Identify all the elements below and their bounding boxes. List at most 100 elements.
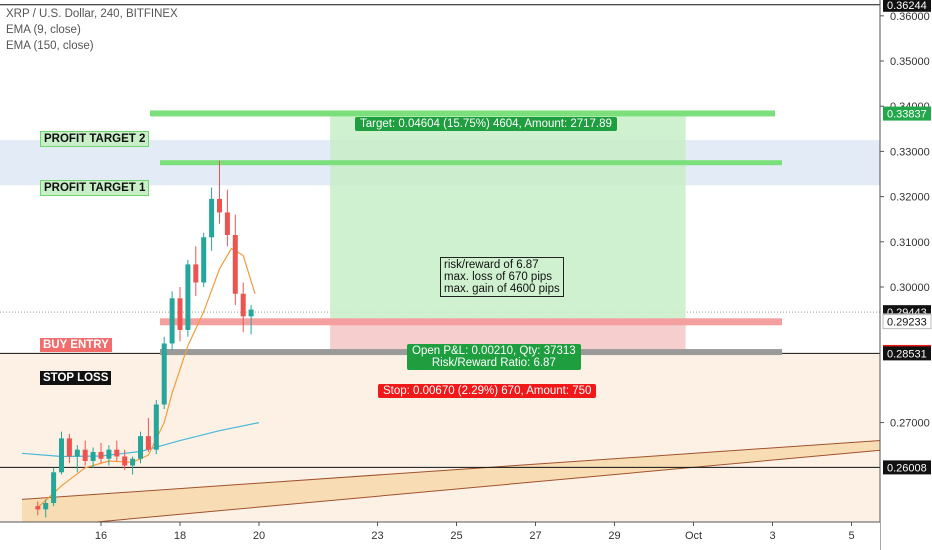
candle xyxy=(153,399,159,455)
price-tag-label: 0.26008 xyxy=(887,462,927,474)
candle xyxy=(248,305,254,335)
price-tag-bg xyxy=(883,346,931,361)
candle xyxy=(35,501,41,516)
candle xyxy=(232,214,238,306)
candle-body xyxy=(248,309,254,317)
candle xyxy=(138,431,143,464)
stop-pill[interactable]: Stop: 0.00670 (2.29%) 670, Amount: 750 xyxy=(378,384,597,398)
buy-entry-line xyxy=(160,318,782,326)
buy-entry-label[interactable]: BUY ENTRY xyxy=(40,338,112,352)
candle xyxy=(74,445,80,473)
candle-body xyxy=(209,198,215,238)
candle-body xyxy=(161,343,167,405)
price-tag-bg xyxy=(882,314,932,330)
price-tag-label: 0.28531 xyxy=(887,348,927,360)
y-tick-label: 0.27000 xyxy=(890,418,930,430)
candle xyxy=(106,445,112,466)
price-tag-label: 0.36244 xyxy=(887,0,927,12)
candle xyxy=(177,286,183,342)
candle xyxy=(185,259,191,337)
x-tick-label: 23 xyxy=(371,530,383,542)
candle-body xyxy=(193,264,199,283)
candle xyxy=(66,433,72,464)
candles xyxy=(35,160,254,518)
channel-upper-line xyxy=(21,437,911,500)
price-tag-label: 0.33837 xyxy=(887,109,927,121)
x-tick-label: 16 xyxy=(95,530,107,542)
ema150-legend[interactable]: EMA (150, close) xyxy=(6,40,94,52)
candle xyxy=(169,291,175,351)
chart-legend: XRP / U.S. Dollar, 240, BITFINEX EMA (9,… xyxy=(6,6,178,54)
candle xyxy=(98,442,104,464)
x-tick-label: Oct xyxy=(685,530,702,542)
risk-reward-line: Risk/Reward Ratio: 6.87 xyxy=(431,357,556,369)
profit-target-2-label[interactable]: PROFIT TARGET 2 xyxy=(40,131,150,147)
candle-body xyxy=(169,298,175,344)
candle-body xyxy=(145,436,151,450)
symbol-title[interactable]: XRP / U.S. Dollar, 240, BITFINEX xyxy=(6,8,178,20)
profit-target-1-label[interactable]: PROFIT TARGET 1 xyxy=(40,180,150,196)
target-pill[interactable]: Target: 0.04604 (15.75%) 4604, Amount: 2… xyxy=(355,117,617,131)
x-tick-label: 3 xyxy=(769,530,775,542)
candle-body xyxy=(138,436,143,459)
candle-body xyxy=(224,212,230,236)
candle xyxy=(43,499,49,518)
risk-reward-text: risk/reward of 6.87 xyxy=(444,259,539,271)
x-tick-label: 27 xyxy=(529,530,541,542)
x-tick-label: 5 xyxy=(848,530,854,542)
y-tick-label: 0.31000 xyxy=(890,237,930,249)
risk-reward-note[interactable]: risk/reward of 6.87 max. loss of 670 pip… xyxy=(440,257,564,297)
candle-body xyxy=(130,458,136,466)
candle-body xyxy=(122,456,128,466)
y-tick-label: 0.30000 xyxy=(890,282,930,294)
price-axis-bg xyxy=(880,0,932,550)
candle xyxy=(209,187,215,251)
open-pnl-pill[interactable]: Open P&L: 0.00210, Qty: 37313 Risk/Rewar… xyxy=(407,344,581,370)
x-tick-label: 25 xyxy=(450,530,462,542)
candle xyxy=(201,232,207,287)
candle xyxy=(224,189,230,247)
profit-target-1-line xyxy=(160,160,782,166)
candle-body xyxy=(106,449,112,459)
y-tick-label: 0.35000 xyxy=(890,56,930,68)
profit-target-2-line xyxy=(150,110,775,117)
price-tag-bg xyxy=(883,106,931,121)
candle xyxy=(114,440,120,461)
ema9-legend[interactable]: EMA (9, close) xyxy=(6,24,81,36)
candle-body xyxy=(114,449,120,457)
max-loss-text: max. loss of 670 pips xyxy=(444,271,553,283)
price-tag-label: 0.29233 xyxy=(887,317,927,329)
candle-body xyxy=(90,451,96,461)
channel-fill xyxy=(22,438,911,529)
x-tick-label: 20 xyxy=(253,530,265,542)
ema9-line xyxy=(37,247,256,508)
candle-body xyxy=(240,293,246,317)
y-tick-label: 0.32000 xyxy=(890,192,930,204)
candle-body xyxy=(35,506,41,510)
price-tag-bg xyxy=(883,460,931,475)
candle-body xyxy=(201,237,207,283)
candle-body xyxy=(232,235,238,294)
candle-body xyxy=(98,451,104,459)
candle xyxy=(122,449,128,471)
price-tag-bg xyxy=(883,0,931,12)
candle xyxy=(145,418,151,452)
y-tick-label: 0.33000 xyxy=(890,146,930,158)
candle xyxy=(90,447,96,468)
candle xyxy=(161,336,167,410)
candle-body xyxy=(74,449,80,457)
position-profit-zone xyxy=(330,113,686,322)
open-pnl-line: Open P&L: 0.00210, Qty: 37313 xyxy=(412,345,576,357)
candle-body xyxy=(59,438,64,473)
candle xyxy=(59,431,64,475)
candle xyxy=(217,160,222,224)
candle-body xyxy=(217,198,222,213)
candle xyxy=(51,467,57,507)
candle-body xyxy=(177,298,183,330)
stop-loss-label[interactable]: STOP LOSS xyxy=(40,371,112,385)
y-tick-label: 0.36000 xyxy=(890,11,930,23)
time-axis-bg xyxy=(0,522,880,550)
candle-body xyxy=(66,438,72,457)
candle-body xyxy=(43,503,49,510)
